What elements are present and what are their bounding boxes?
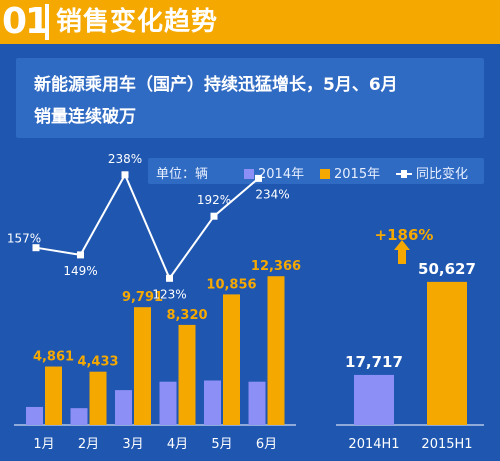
bar-2014 [70, 408, 88, 425]
summary-line-2: 销量连续破万 [34, 107, 136, 127]
bar-2015-h1 [427, 281, 467, 425]
growth-arrow-icon [394, 240, 410, 264]
legend-label-2015: 2015年 [334, 167, 381, 182]
bar-2014 [26, 406, 43, 425]
h1-value-label: 50,627 [418, 260, 476, 278]
h1-value-label: 17,717 [345, 353, 403, 371]
bar-2015 [89, 371, 107, 425]
value-label-2015: 9,791 [122, 290, 163, 305]
yoy-line [35, 172, 260, 281]
x-tick-label: 4月 [167, 437, 188, 452]
h1-tick-label: 2015H1 [421, 437, 472, 452]
x-tick-label: 1月 [33, 437, 54, 452]
h1-tick-label: 2014H1 [348, 437, 399, 452]
section-number: 01 [2, 1, 50, 42]
yoy-label: 234% [255, 187, 289, 201]
legend-item-2014: 2014年 [244, 163, 304, 182]
legend-swatch-2014 [244, 169, 254, 179]
yoy-label: 149% [63, 264, 97, 278]
bar-2014 [204, 380, 221, 425]
x-tick-label: 3月 [122, 437, 143, 452]
header-divider [45, 4, 49, 40]
yoy-label: 123% [152, 287, 186, 301]
legend-swatch-yoy [396, 170, 412, 178]
value-label-2015: 4,861 [33, 350, 74, 365]
bar-2014-h1 [354, 374, 394, 425]
legend-swatch-2015 [320, 169, 330, 179]
yoy-point [77, 251, 84, 259]
header-banner: 01 销售变化趋势 [0, 0, 500, 44]
bar-2015 [267, 276, 285, 425]
yoy-label: 192% [197, 193, 231, 207]
growth-label: +186% [375, 226, 434, 244]
yoy-label: 238% [108, 152, 142, 166]
summary-line-1: 新能源乘用车（国产）持续迅猛增长，5月、6月 [34, 75, 398, 95]
x-tick-label: 6月 [256, 437, 277, 452]
bar-2014 [248, 381, 266, 425]
bar-2015 [223, 294, 240, 425]
value-label-2015: 8,320 [166, 308, 207, 323]
x-tick-label: 2月 [78, 437, 99, 452]
legend-label-yoy: 同比变化 [416, 167, 469, 182]
value-label-2015: 12,366 [251, 259, 301, 274]
bar-2015 [178, 324, 196, 425]
bar-2015 [45, 366, 62, 425]
section-title: 销售变化趋势 [56, 7, 219, 37]
yoy-point [166, 274, 173, 282]
yoy-point [255, 174, 262, 182]
yoy-point [210, 212, 218, 220]
unit-label: 单位：辆 [156, 167, 209, 182]
legend-item-2015: 2015年 [320, 163, 380, 182]
yoy-label: 157% [7, 232, 41, 246]
value-label-2015: 4,433 [77, 355, 118, 370]
bar-2014 [115, 390, 132, 425]
legend: 单位：辆 2014年 2015年 同比变化 [148, 158, 484, 184]
x-tick-label: 5月 [211, 437, 232, 452]
yoy-point [121, 171, 129, 179]
bar-2015 [134, 307, 151, 425]
yoy-point [32, 244, 40, 252]
bar-2014 [159, 381, 177, 425]
legend-label-2014: 2014年 [258, 167, 305, 182]
summary-box: 新能源乘用车（国产）持续迅猛增长，5月、6月 销量连续破万 [16, 58, 484, 138]
legend-item-yoy: 同比变化 [396, 163, 468, 182]
value-label-2015: 10,856 [206, 277, 256, 292]
